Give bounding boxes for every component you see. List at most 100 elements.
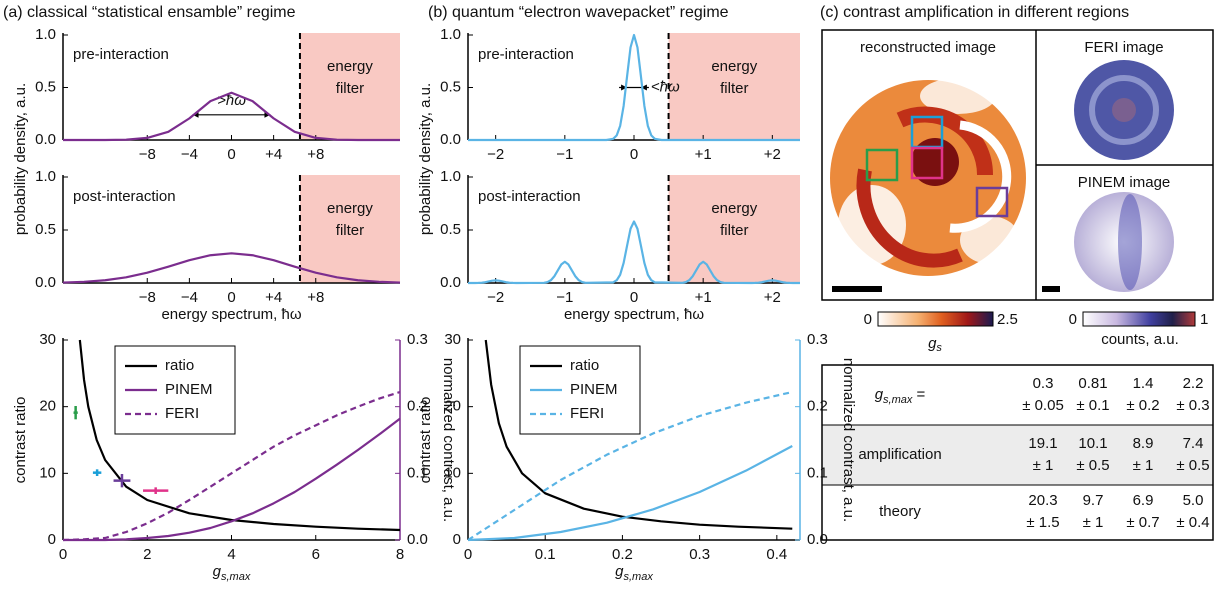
table-cell: ± 1	[1033, 457, 1054, 474]
table-cell: 19.1	[1028, 435, 1057, 452]
table-cell: 10.1	[1078, 435, 1107, 452]
y-tick-label: 0	[453, 531, 461, 548]
y-tick-label: 0.0	[440, 274, 461, 291]
image-panels: reconstructed image FERI image PINEM ima…	[821, 29, 1214, 301]
image-texture	[1112, 98, 1136, 122]
energy-filter	[299, 175, 400, 283]
annotation: pre-interaction	[73, 46, 169, 63]
y2-tick-label: 0.2	[807, 398, 828, 415]
x-tick-label: 0	[227, 146, 235, 163]
y2-tick-label: 0.1	[407, 464, 428, 481]
x-tick-label: −4	[181, 146, 198, 163]
image-label: PINEM image	[1078, 174, 1171, 191]
row-label: amplification	[858, 446, 941, 463]
y-axis-label: contrast ratio	[417, 397, 434, 484]
table-cell: 20.3	[1028, 492, 1057, 509]
table-cell: ± 0.4	[1176, 514, 1209, 531]
table-cell: ± 0.3	[1176, 397, 1209, 414]
annotation: post-interaction	[478, 188, 581, 205]
series-line	[62, 252, 401, 284]
label-main: amplification	[858, 446, 941, 463]
x-tick-label: 0.3	[689, 546, 710, 563]
label-main: theory	[879, 503, 921, 520]
table-cell: ± 0.7	[1126, 514, 1159, 531]
series-line	[484, 339, 793, 530]
y2-tick-label: 0.0	[407, 531, 428, 548]
image-texture	[1118, 194, 1142, 290]
panel-title: (b) quantum “electron wavepacket” regime	[428, 4, 729, 21]
x-tick-label: −1	[556, 289, 573, 306]
region-box	[975, 186, 1009, 218]
image-texture	[949, 120, 1012, 233]
table-cell: ± 0.05	[1022, 397, 1064, 414]
annotation: post-interaction	[73, 188, 176, 205]
x-axis-label: gs,max	[615, 563, 653, 583]
y-tick-label: 0	[48, 531, 56, 548]
filter-label: energy	[711, 200, 757, 217]
y-tick-label: 10	[444, 464, 461, 481]
colorbar-label: gs	[928, 335, 942, 354]
panel-title: (c) contrast amplification in different …	[820, 4, 1129, 21]
x-tick-label: +2	[764, 289, 781, 306]
legend-label: ratio	[165, 357, 194, 374]
x-tick-label: 0	[464, 546, 472, 563]
region-box	[910, 146, 944, 180]
y-tick-label: 0.5	[35, 221, 56, 238]
y-axis-label: probability density, a.u.	[12, 83, 29, 235]
x-tick-label: 0.1	[535, 546, 556, 563]
arrow-head	[640, 84, 647, 91]
table-cell: 0.3	[1033, 375, 1054, 392]
table-frame	[821, 364, 1214, 541]
table-cell: 6.9	[1133, 492, 1154, 509]
panel-title: (a) classical “statistical ensamble” reg…	[3, 4, 296, 21]
x-axis-label: energy spectrum, ħω	[161, 306, 301, 323]
label-main: energy spectrum, ħω	[161, 306, 301, 323]
label-main: g	[875, 386, 884, 403]
table-cell: ± 0.2	[1126, 397, 1159, 414]
x-tick-label: 0	[59, 546, 67, 563]
y2-tick-label: 0.3	[407, 331, 428, 348]
series-line	[468, 33, 800, 142]
x-tick-label: 0	[630, 146, 638, 163]
table-cell: 9.7	[1083, 492, 1104, 509]
label-main: g	[615, 563, 624, 580]
x-tick-label: +8	[307, 146, 324, 163]
table-cell: 7.4	[1183, 435, 1204, 452]
table: gs,max = 0.3 ± 0.05 0.81 ± 0.1 1.4 ± 0.2 2.2 ± 0…	[858, 375, 1209, 531]
y-tick-label: 0.5	[440, 221, 461, 238]
legend-label: FERI	[165, 405, 199, 422]
x-tick-label: 8	[396, 546, 404, 563]
table-cell: ± 1	[1133, 457, 1154, 474]
y-tick-label: 0.0	[440, 131, 461, 148]
width-label: >ħω	[217, 92, 246, 109]
label-sub: s,max	[624, 571, 654, 583]
filter-label: filter	[720, 80, 748, 97]
energy-filter	[668, 175, 800, 283]
legend-label: PINEM	[570, 381, 618, 398]
y-axis-label: contrast ratio	[12, 397, 29, 484]
label-main: g	[213, 563, 222, 580]
table-cell: ± 1	[1083, 514, 1104, 531]
energy-filter	[668, 33, 800, 140]
filter-label: filter	[336, 222, 364, 239]
x-tick-label: −8	[139, 289, 156, 306]
y-tick-label: 30	[39, 331, 56, 348]
table-cell: ± 0.1	[1076, 397, 1109, 414]
y2-axis-label: normalized contrast, a.u.	[840, 358, 857, 522]
x-axis-label: energy spectrum, ħω	[564, 306, 704, 323]
y-tick-label: 20	[39, 398, 56, 415]
legend-label: FERI	[570, 405, 604, 422]
y-tick-label: 0.0	[35, 131, 56, 148]
y-axis-label: probability density, a.u.	[417, 83, 434, 235]
y2-tick-label: 0.2	[407, 398, 428, 415]
series-line	[62, 390, 401, 542]
x-tick-label: −4	[181, 289, 198, 306]
x-tick-label: −2	[487, 146, 504, 163]
x-axis-label: gs,max	[213, 563, 251, 583]
legend-label: ratio	[570, 357, 599, 374]
width-label: <ħω	[651, 78, 680, 95]
table-cell: 2.2	[1183, 375, 1204, 392]
x-tick-label: 0.4	[766, 546, 787, 563]
x-tick-label: 0	[630, 289, 638, 306]
